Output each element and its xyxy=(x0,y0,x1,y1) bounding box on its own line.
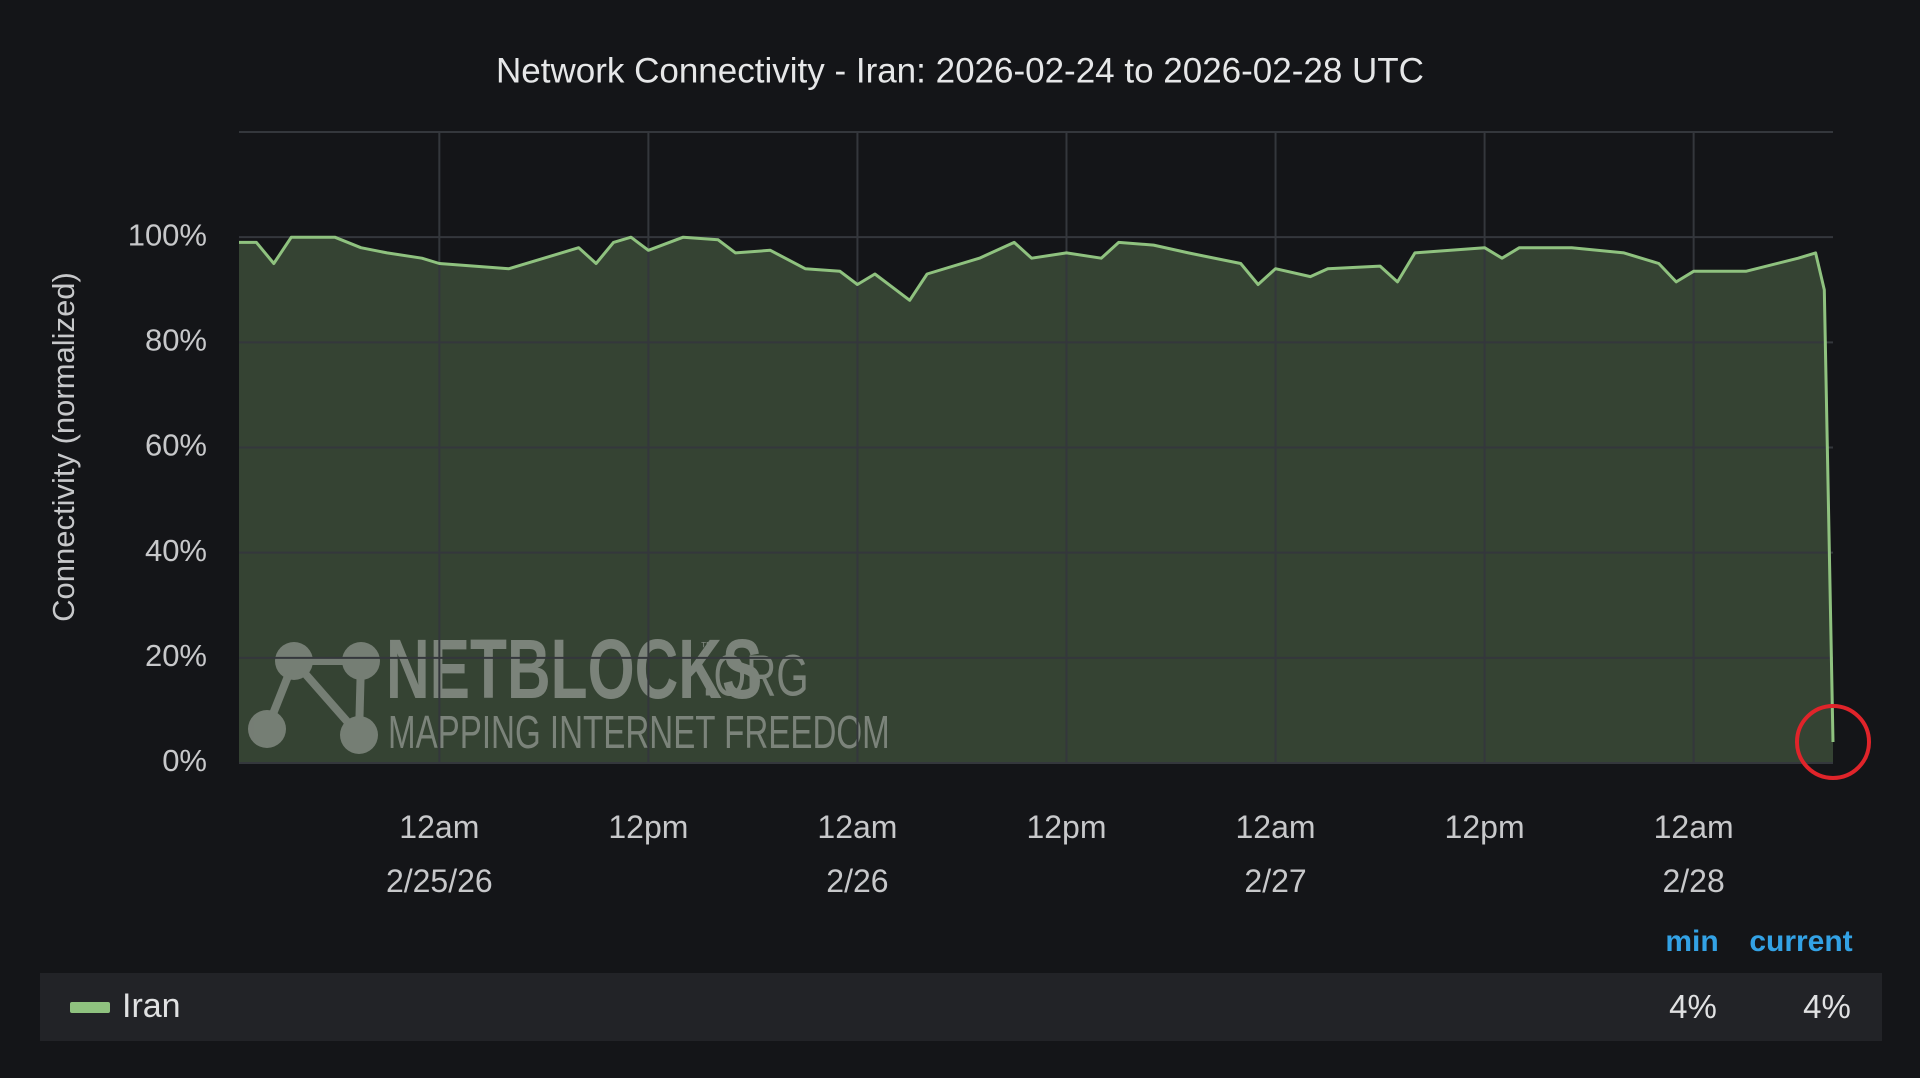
watermark-tagline: MAPPING INTERNET FREEDOM xyxy=(388,708,890,758)
y-tick-label: 100% xyxy=(128,217,207,252)
y-tick-label: 0% xyxy=(162,743,207,778)
logo-link xyxy=(355,660,365,736)
highlight-circle xyxy=(1795,703,1871,780)
logo-node xyxy=(340,716,378,754)
logo-link xyxy=(290,658,363,738)
x-tick-label: 12pm xyxy=(608,809,689,845)
y-axis-label: Connectivity (normalized) xyxy=(46,272,81,622)
x-tick-label: 12am 2/26 xyxy=(817,809,898,899)
legend-swatch xyxy=(70,1002,110,1013)
series-line xyxy=(239,235,1835,743)
x-tick-label: 12pm xyxy=(1444,809,1525,845)
y-tick-label: 80% xyxy=(145,323,207,358)
x-tick-label: 12am 2/25/26 xyxy=(385,809,493,899)
logo-link xyxy=(263,659,298,731)
y-tick-label: 20% xyxy=(145,638,207,673)
legend-column-header: min xyxy=(1665,925,1719,958)
logo-node xyxy=(248,710,286,748)
legend: Iran xyxy=(40,973,1882,1041)
watermark-name: NETBLOCKS xyxy=(386,622,762,716)
y-tick-label: 40% xyxy=(145,533,207,568)
legend-column-header: current xyxy=(1749,925,1853,958)
watermark: NETBLOCKS ™ .ORG MAPPING INTERNET FREEDO… xyxy=(248,622,890,758)
x-tick-label: 12pm xyxy=(1026,809,1107,845)
watermark-mark: ™ xyxy=(700,639,714,655)
x-tick-label: 12am 2/27 xyxy=(1235,809,1316,899)
watermark-suffix: .ORG xyxy=(702,643,809,708)
y-tick-label: 60% xyxy=(145,428,207,463)
legend-stat-value: 4% xyxy=(1803,988,1851,1025)
legend-label[interactable]: Iran xyxy=(122,987,181,1025)
logo-node xyxy=(342,642,380,680)
series-area xyxy=(239,237,1833,763)
legend-stat-value: 4% xyxy=(1669,988,1717,1025)
x-tick-label: 12am 2/28 xyxy=(1653,809,1734,899)
chart-title: Network Connectivity - Iran: 2026-02-24 … xyxy=(496,51,1424,90)
logo-node xyxy=(275,642,313,680)
